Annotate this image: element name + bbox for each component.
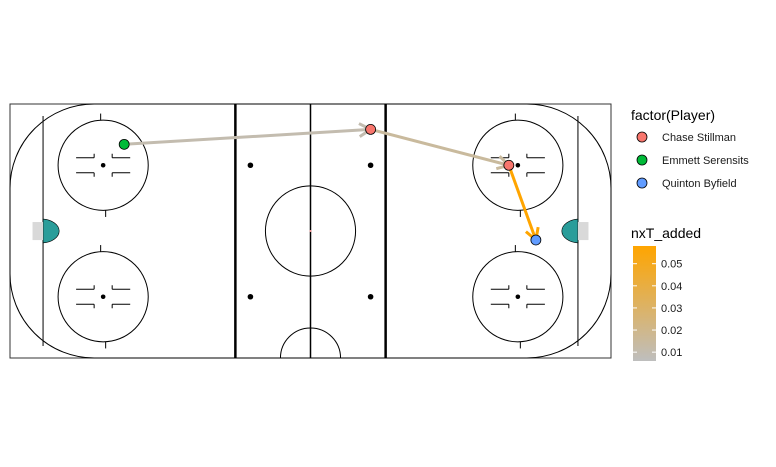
pass-arrows: [124, 122, 540, 243]
faceoff-dot-1: [100, 162, 106, 168]
faceoff-circle-3: [472, 119, 564, 211]
player-legend-title: factor(Player): [631, 107, 715, 123]
legend-key-emmett-serensits: [636, 154, 648, 166]
faceoff-dot-3: [515, 162, 521, 168]
faceoff-hash-2: [76, 245, 131, 349]
goal-crease-left: [42, 218, 60, 244]
player-points: [118, 123, 542, 246]
legend-label-quinton-byfield: Quinton Byfield: [662, 178, 737, 190]
colorbar: [633, 246, 656, 361]
goal-net-left: [32, 222, 44, 241]
faceoff-hash-3: [490, 113, 545, 217]
neutral-dot-4: [367, 293, 374, 300]
point-emmett-serensits: [118, 138, 130, 150]
faceoff-dot-2: [100, 294, 106, 300]
goal-crease-right: [561, 218, 579, 244]
referee-crease: [279, 327, 342, 359]
center-faceoff-dot: [309, 230, 312, 232]
colorbar-title: nxT_added: [631, 225, 701, 241]
legend-label-emmett-serensits: Emmett Serensits: [662, 155, 749, 167]
legend-label-chase-stillman: Chase Stillman: [662, 132, 736, 144]
faceoff-hash-4: [490, 245, 545, 349]
faceoff-hash-1: [76, 113, 131, 217]
colorbar-tick-label: 0.05: [661, 259, 682, 271]
rink: [9, 103, 612, 359]
colorbar-tick-label: 0.03: [661, 303, 682, 315]
neutral-dot-2: [247, 293, 254, 300]
player-legend: factor(Player) Chase Stillman Emmett Sere…: [631, 107, 749, 190]
center-circle: [264, 185, 357, 277]
point-chase-stillman: [503, 159, 515, 171]
faceoff-dot-4: [515, 294, 521, 300]
nxt-colorbar-legend: nxT_added 0.01 0.02 0.03 0.04 0.05: [631, 225, 701, 361]
rink-boards: [9, 103, 612, 359]
faceoff-circle-4: [472, 251, 564, 343]
legend-key-chase-stillman: [636, 131, 648, 143]
point-quinton-byfield: [530, 234, 542, 246]
faceoff-circle-1: [57, 119, 149, 211]
faceoff-circle-2: [57, 251, 149, 343]
point-chase-stillman: [365, 123, 377, 135]
colorbar-tick-label: 0.01: [661, 347, 682, 359]
neutral-dot-3: [367, 162, 374, 169]
legend-key-quinton-byfield: [636, 177, 648, 189]
colorbar-tick-label: 0.02: [661, 325, 682, 337]
colorbar-tick-label: 0.04: [661, 281, 682, 293]
goal-net-right: [577, 222, 589, 241]
neutral-dot-1: [247, 162, 254, 169]
